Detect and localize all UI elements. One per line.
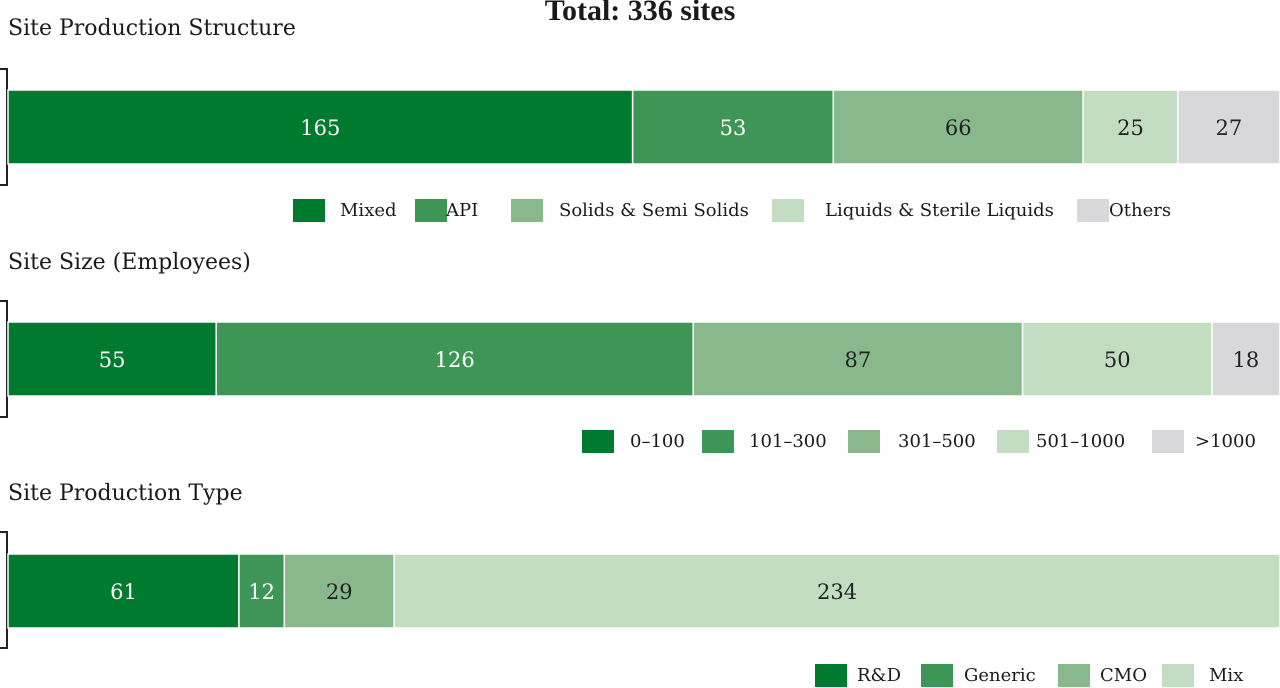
bar-segment-mix (393, 553, 1280, 629)
legend-swatch (1152, 430, 1184, 453)
legend-label: 501–1000 (1036, 431, 1126, 452)
bar-segment-301-500 (692, 321, 1024, 397)
data-label-others: 27 (1216, 116, 1243, 140)
section-bracket (0, 531, 8, 649)
bar-segment-api (631, 89, 835, 165)
stacked-bar-site-size: 55 126 87 50 18 (7, 321, 1280, 397)
bar-segment-liquids-and-sterile-liquids (1082, 89, 1179, 165)
section-title-production-type: Site Production Type (8, 481, 243, 506)
legend-swatch (293, 199, 325, 222)
legend-label: API (446, 200, 479, 221)
legend-label: 301–500 (898, 431, 976, 452)
legend-production-type: R&D Generic CMO Mix (0, 664, 1280, 688)
legend-swatch (815, 664, 847, 687)
data-label-501-1000: 50 (1104, 348, 1131, 372)
legend-swatch (921, 664, 953, 687)
legend-label: Solids & Semi Solids (559, 200, 749, 221)
chart-main-title: Total: 336 sites (544, 0, 736, 27)
data-label-301-500: 87 (845, 348, 872, 372)
bar-segment-1000 (1211, 321, 1280, 397)
legend-swatch (582, 430, 614, 453)
stacked-bar-production-structure: 165 53 66 25 27 (7, 89, 1280, 165)
bar-segment-501-1000 (1021, 321, 1213, 397)
data-label-101-300: 126 (435, 348, 475, 372)
legend-label: Mixed (340, 200, 397, 221)
legend-production-structure: Mixed API Solids & Semi Solids Liquids & St… (0, 199, 1280, 223)
bar-segment-cmo (283, 553, 395, 629)
legend-swatch (772, 199, 804, 222)
bar-segment-generic (238, 553, 286, 629)
data-label-liquids-and-sterile-liquids: 25 (1117, 116, 1144, 140)
legend-swatch (511, 199, 543, 222)
data-label-mixed: 165 (300, 116, 340, 140)
bar-segment-mixed (7, 89, 634, 165)
legend-swatch (997, 430, 1029, 453)
data-label-cmo: 29 (326, 580, 353, 604)
section-bracket (0, 68, 8, 186)
bar-segment-randd (7, 553, 240, 629)
data-label-0-100: 55 (99, 348, 126, 372)
data-label-solids-and-semi-solids: 66 (945, 116, 972, 140)
bar-segment-101-300 (215, 321, 694, 397)
legend-swatch (415, 199, 447, 222)
legend-swatch (1058, 664, 1090, 687)
legend-swatch (848, 430, 880, 453)
data-label-1000: 18 (1233, 348, 1260, 372)
section-title-production-structure: Site Production Structure (8, 16, 296, 41)
section-bracket (0, 300, 8, 418)
data-label-mix: 234 (817, 580, 857, 604)
legend-label: Generic (964, 665, 1036, 686)
bar-segment-others (1177, 89, 1280, 165)
legend-label: CMO (1100, 665, 1147, 686)
section-title-site-size: Site Size (Employees) (8, 250, 251, 275)
legend-label: 101–300 (749, 431, 827, 452)
legend-label: Liquids & Sterile Liquids (825, 200, 1054, 221)
data-label-api: 53 (720, 116, 747, 140)
legend-swatch (702, 430, 734, 453)
bar-segment-solids-and-semi-solids (832, 89, 1084, 165)
legend-label: Mix (1209, 665, 1244, 686)
legend-label: 0–100 (630, 431, 685, 452)
legend-swatch (1077, 199, 1109, 222)
data-label-randd: 61 (110, 580, 137, 604)
legend-label: Others (1109, 200, 1172, 221)
legend-site-size: 0–100 101–300 301–500 501–1000 >1000 (0, 430, 1280, 454)
legend-label: >1000 (1195, 431, 1256, 452)
stacked-bar-production-type: 61 12 29 234 (7, 553, 1280, 629)
bar-segment-0-100 (7, 321, 217, 397)
legend-swatch (1162, 664, 1194, 687)
data-label-generic: 12 (248, 580, 275, 604)
legend-label: R&D (857, 665, 902, 686)
